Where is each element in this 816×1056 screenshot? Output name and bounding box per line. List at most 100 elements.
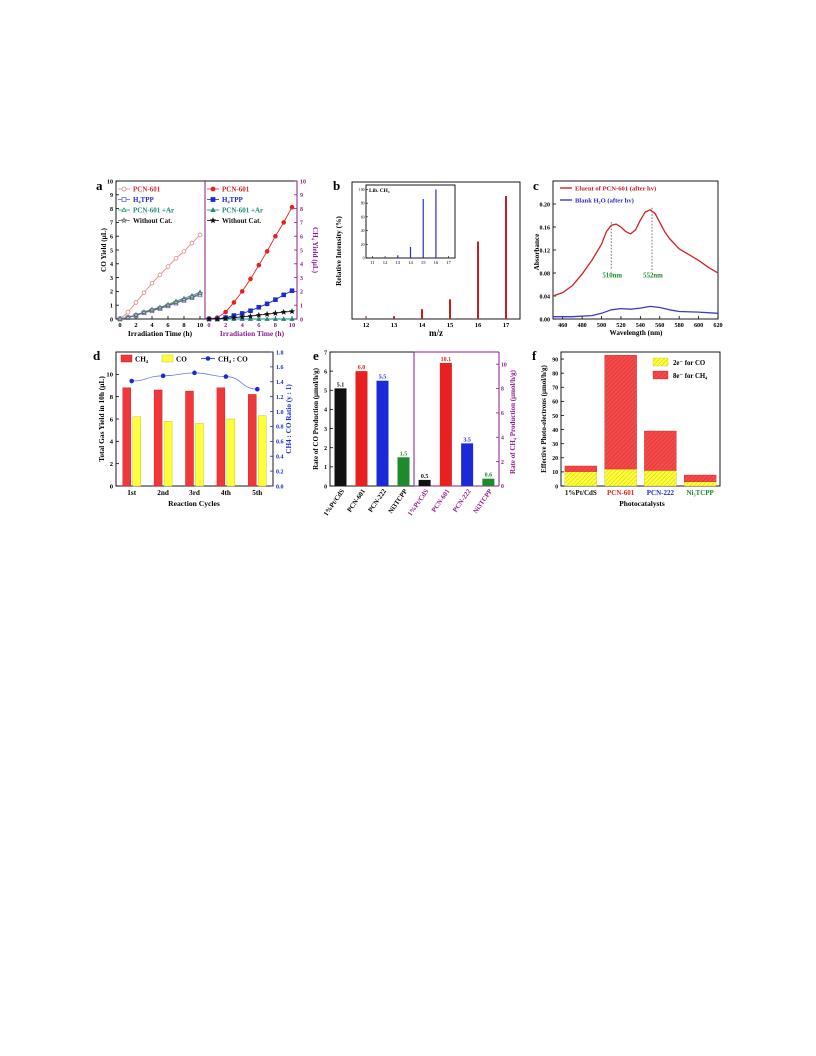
c-xtick-label: 620	[713, 322, 722, 329]
e-right-data-label: 0.6	[485, 473, 493, 479]
e-left-ytick-label: 5	[324, 389, 327, 395]
e-left-data-label: 6.0	[358, 365, 366, 371]
e-right-ytick-label: 6	[501, 411, 504, 417]
c-xtick-label: 580	[675, 322, 684, 329]
d-legend-swatch-ch4	[120, 354, 133, 363]
e-left-category-label: 1%Pt/CdS	[323, 488, 347, 518]
d-xtick-label: 4th	[221, 489, 231, 497]
a-right-point	[248, 308, 253, 314]
a-right-ytick-label: 2	[300, 290, 303, 296]
a-left-legend-text: Without Cat.	[133, 217, 172, 225]
a-right-point	[289, 316, 295, 321]
d-legend-text: CH₄	[135, 356, 149, 364]
d-ratio-point	[223, 374, 229, 379]
a-left-ytick-label: 6	[110, 235, 113, 241]
a-right-point	[289, 288, 295, 294]
b-xtick-label: 13	[391, 322, 398, 329]
a-right-ytick-label: 10	[300, 179, 306, 185]
b-bar	[421, 309, 423, 319]
a-right-point	[263, 310, 271, 317]
e-right-ytick-label: 4	[501, 435, 504, 441]
a-right-ytick-label: 6	[300, 235, 303, 241]
a-left-point	[165, 264, 171, 269]
b-bar	[449, 299, 451, 319]
a-left-xtick-label: 2	[134, 322, 137, 329]
a-left-point	[156, 304, 164, 311]
b-xtick-label: 14	[419, 322, 426, 329]
e-right-category-label: Ni3TCPP	[472, 488, 494, 515]
c-xtick-label: 480	[577, 322, 586, 329]
a-left-xlabel: Irradiation Time (h)	[128, 329, 193, 338]
a-right-ytick-label: 5	[300, 248, 303, 254]
e-left-bar	[376, 380, 389, 486]
panel-c-letter: c	[533, 178, 539, 193]
a-left-legend-marker	[121, 207, 127, 213]
d-xtick-label: 2nd	[157, 489, 169, 497]
d-y2tick-label: 1.0	[276, 410, 284, 416]
c-peak-annotation: 510nm	[602, 273, 622, 280]
a-right-point	[281, 316, 287, 321]
a-left-point	[181, 249, 187, 254]
d-xtick-label: 3rd	[189, 489, 200, 497]
a-left-point	[173, 255, 179, 261]
a-right-point	[214, 315, 221, 322]
d-legend-text: CH₄ : CO	[218, 356, 248, 364]
f-ytick-label: 0	[555, 484, 558, 490]
b-bar	[505, 196, 507, 319]
a-left-point	[197, 232, 203, 238]
d-ytick-label: 10	[106, 372, 113, 379]
f-legend-text: 2e⁻ for CO	[673, 360, 705, 367]
e-right-ytick-label: 10	[501, 362, 507, 368]
a-right-point	[239, 289, 245, 294]
e-left-category-label: PCN-601	[346, 488, 367, 514]
f-ytick-label: 90	[552, 357, 558, 363]
a-left-ytick-label: 1	[110, 304, 113, 310]
c-xtick-label: 600	[694, 322, 703, 329]
c-ylabel: Absorbance	[533, 234, 541, 271]
b-inset-ytick-label: 60	[361, 215, 365, 219]
b-inset-ytick-label: 0	[363, 257, 365, 261]
f-bar-ch4	[644, 430, 677, 471]
d-xtick-label: 5th	[252, 489, 262, 497]
a-left-point	[180, 296, 188, 303]
a-left-xtick-label: 6	[166, 322, 170, 329]
c-series-line	[552, 209, 719, 297]
a-right-xtick-label: 10	[289, 322, 295, 329]
d-ratio-point	[254, 386, 260, 392]
a-left-ytick-label: 3	[110, 276, 113, 282]
panel-d-letter: d	[93, 348, 101, 363]
d-y2tick-label: 0.4	[276, 455, 284, 461]
c-ytick-label: 0.12	[540, 248, 551, 254]
d-bar-ch4	[185, 390, 194, 487]
d-ytick-label: 8	[110, 394, 114, 401]
a-left-point	[189, 240, 195, 246]
d-legend-marker	[205, 356, 211, 361]
a-right-point	[256, 262, 262, 268]
a-right-point	[273, 297, 278, 302]
b-bar	[393, 316, 395, 319]
a-left-xtick-label: 8	[182, 322, 185, 329]
e-right-bar	[461, 443, 474, 486]
a-right-legend-marker	[210, 197, 216, 202]
a-left-ytick-label: 10	[107, 179, 113, 185]
e-right-bar	[418, 479, 431, 486]
e-left-data-label: 5.5	[379, 375, 387, 381]
b-frame	[351, 181, 521, 320]
a-left-point	[148, 306, 156, 313]
f-bar-ch4	[604, 354, 637, 470]
d-ylabel: Total Gas Yield in 10h (μL)	[97, 376, 106, 462]
a-left-legend-text: PCN-601	[133, 186, 161, 194]
e-left-data-label: 1.5	[400, 451, 408, 457]
c-ytick-label: 0.20	[540, 202, 551, 208]
a-right-ytick-label: 9	[300, 193, 303, 199]
e-left-bar	[355, 371, 368, 486]
d-y2tick-label: 0.8	[276, 425, 284, 431]
a-right-ytick-label: 3	[300, 276, 303, 282]
a-right-xlabel: Irradiation Time (h)	[220, 329, 285, 338]
a-left-point	[141, 290, 147, 296]
d-bar-co	[195, 423, 204, 487]
a-right-ytick-label: 7	[300, 221, 303, 227]
b-inset-ytick-label: 40	[361, 229, 365, 233]
f-ylabel: Effective Photo-electrons (μmol/h/g)	[540, 365, 548, 473]
f-ytick-label: 20	[552, 456, 558, 462]
